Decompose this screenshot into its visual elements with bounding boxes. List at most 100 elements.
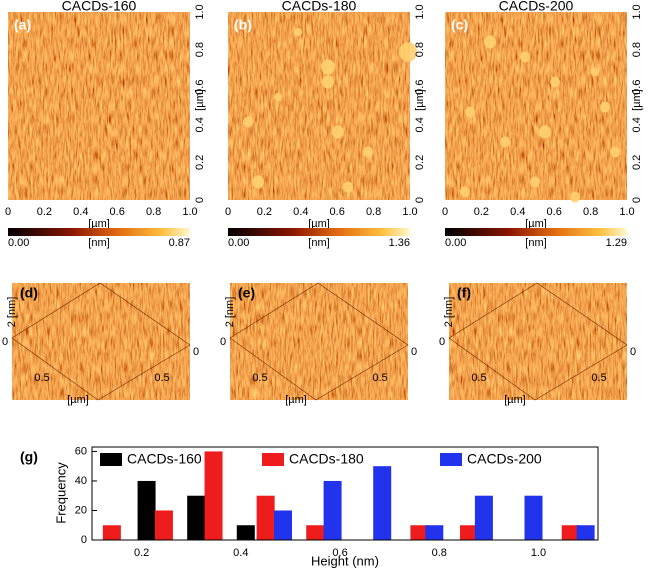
legend-swatch: [440, 453, 462, 466]
particle: [591, 67, 599, 77]
x-tick-label: 0: [5, 206, 11, 218]
x-tick-label: 1.0: [402, 206, 417, 218]
y-tick-label: 0.8: [631, 42, 643, 57]
x-tick-label: 1.0: [619, 206, 634, 218]
colorbar-max: 1.29: [606, 237, 627, 249]
y-axis-unit: [µm]: [414, 89, 426, 111]
x-tick-label: 0.8: [432, 547, 447, 559]
bar: [306, 525, 325, 540]
afm-3d-edge: [11, 282, 191, 401]
panel-title: CACDs-180: [282, 0, 357, 14]
y-tick-label: 0.6: [631, 80, 643, 95]
bar: [561, 525, 580, 540]
particle: [321, 59, 335, 75]
y-tick-label: 0.4: [194, 117, 206, 132]
x-tick-label: 0.4: [510, 206, 525, 218]
afm-3d-surface: [230, 283, 408, 400]
colorbar: [8, 228, 190, 236]
x-tick-label: 1.0: [182, 206, 197, 218]
bar: [204, 451, 223, 540]
bar: [425, 525, 444, 540]
x-tick-label: 0.8: [366, 206, 381, 218]
axis-tick-label: 0: [439, 336, 445, 348]
axis-tick-label: 0: [220, 336, 226, 348]
x-tick-label: 0.8: [146, 206, 161, 218]
bar: [373, 466, 392, 540]
panel-label: (g): [20, 449, 38, 465]
x-tick-label: 0.6: [332, 547, 347, 559]
panel-title: CACDs-200: [499, 0, 574, 14]
panel-label: (d): [20, 285, 38, 301]
y-tick-label: 0.2: [194, 155, 206, 170]
particle: [343, 181, 353, 193]
bar: [323, 480, 342, 540]
x-tick-label: 0.4: [73, 206, 88, 218]
y-axis-unit: [µm]: [631, 89, 643, 111]
panel-label: (b): [234, 17, 252, 33]
particle: [610, 146, 620, 158]
bar: [236, 525, 255, 540]
z-axis-label: 2 [nm]: [224, 297, 236, 328]
x-tick-label: 1.0: [531, 547, 546, 559]
y-tick-label: 0.4: [414, 117, 426, 132]
particle: [539, 125, 551, 139]
x-tick-label: 0.2: [257, 206, 272, 218]
colorbar-max: 1.36: [389, 237, 410, 249]
y-tick-label: 0: [81, 534, 87, 546]
colorbar-min: 0.00: [8, 237, 29, 249]
afm-image: [8, 12, 190, 200]
colorbar-unit: [nm]: [88, 237, 109, 249]
particle: [363, 146, 373, 158]
bar: [273, 510, 292, 540]
y-tick-label: 1.0: [414, 4, 426, 19]
y-axis-label: Frequency: [53, 462, 68, 524]
x-tick-label: 0.4: [233, 547, 248, 559]
axis-tick-label: 0.5: [34, 372, 49, 384]
particle: [243, 116, 253, 128]
bar: [102, 525, 121, 540]
axis-tick-label: 0: [2, 336, 8, 348]
colorbar-min: 0.00: [228, 237, 249, 249]
y-tick-label: 0.6: [194, 80, 206, 95]
axis-tick-label: 0.5: [591, 372, 606, 384]
y-tick-label: 0: [414, 197, 426, 203]
bar: [474, 495, 493, 540]
axis-tick-label: 0.5: [154, 372, 169, 384]
axis-tick-label: 0: [630, 346, 636, 358]
bar: [187, 495, 206, 540]
colorbar-max: 0.87: [169, 237, 190, 249]
particle: [500, 136, 510, 148]
afm-3d-surface: [449, 283, 627, 400]
particle: [322, 75, 334, 89]
x-tick-label: 0: [442, 206, 448, 218]
panel-label: (f): [457, 285, 471, 301]
y-tick-label: 0.2: [414, 155, 426, 170]
panel-label: (e): [238, 285, 255, 301]
x-tick-label: 0.6: [547, 206, 562, 218]
legend-label: CACDs-180: [289, 451, 364, 467]
afm-3d-surface: [12, 283, 190, 400]
y-tick-label: 0.8: [414, 42, 426, 57]
x-tick-label: 0: [225, 206, 231, 218]
legend-swatch: [100, 453, 122, 466]
particle: [520, 51, 530, 63]
y-tick-label: 60: [75, 445, 87, 457]
colorbar-min: 0.00: [445, 237, 466, 249]
y-tick-label: 0: [194, 197, 206, 203]
particle: [274, 92, 282, 102]
y-tick-label: 0.2: [631, 155, 643, 170]
x-tick-label: 0.4: [293, 206, 308, 218]
axis-unit: [µm]: [504, 394, 526, 406]
y-tick-label: 1.0: [194, 4, 206, 19]
legend-swatch: [262, 453, 284, 466]
particle: [465, 106, 475, 118]
x-axis-label: Height (nm): [311, 553, 379, 568]
x-axis-unit: [µm]: [88, 218, 110, 230]
particle: [460, 186, 470, 198]
plot-frame: [91, 446, 599, 541]
particle: [600, 101, 610, 113]
afm-images: CACDs-160 (a) 0 0 0.2 0.2 0.4 0.4 0.6 0.6 0.8 0.8 1.…: [5, 0, 643, 249]
histogram: (g) 0 20 40 60 0.2 0.4 0.6 0.8 1.0 CACDs-160 CACDs-…: [20, 445, 599, 568]
particle: [530, 176, 540, 188]
